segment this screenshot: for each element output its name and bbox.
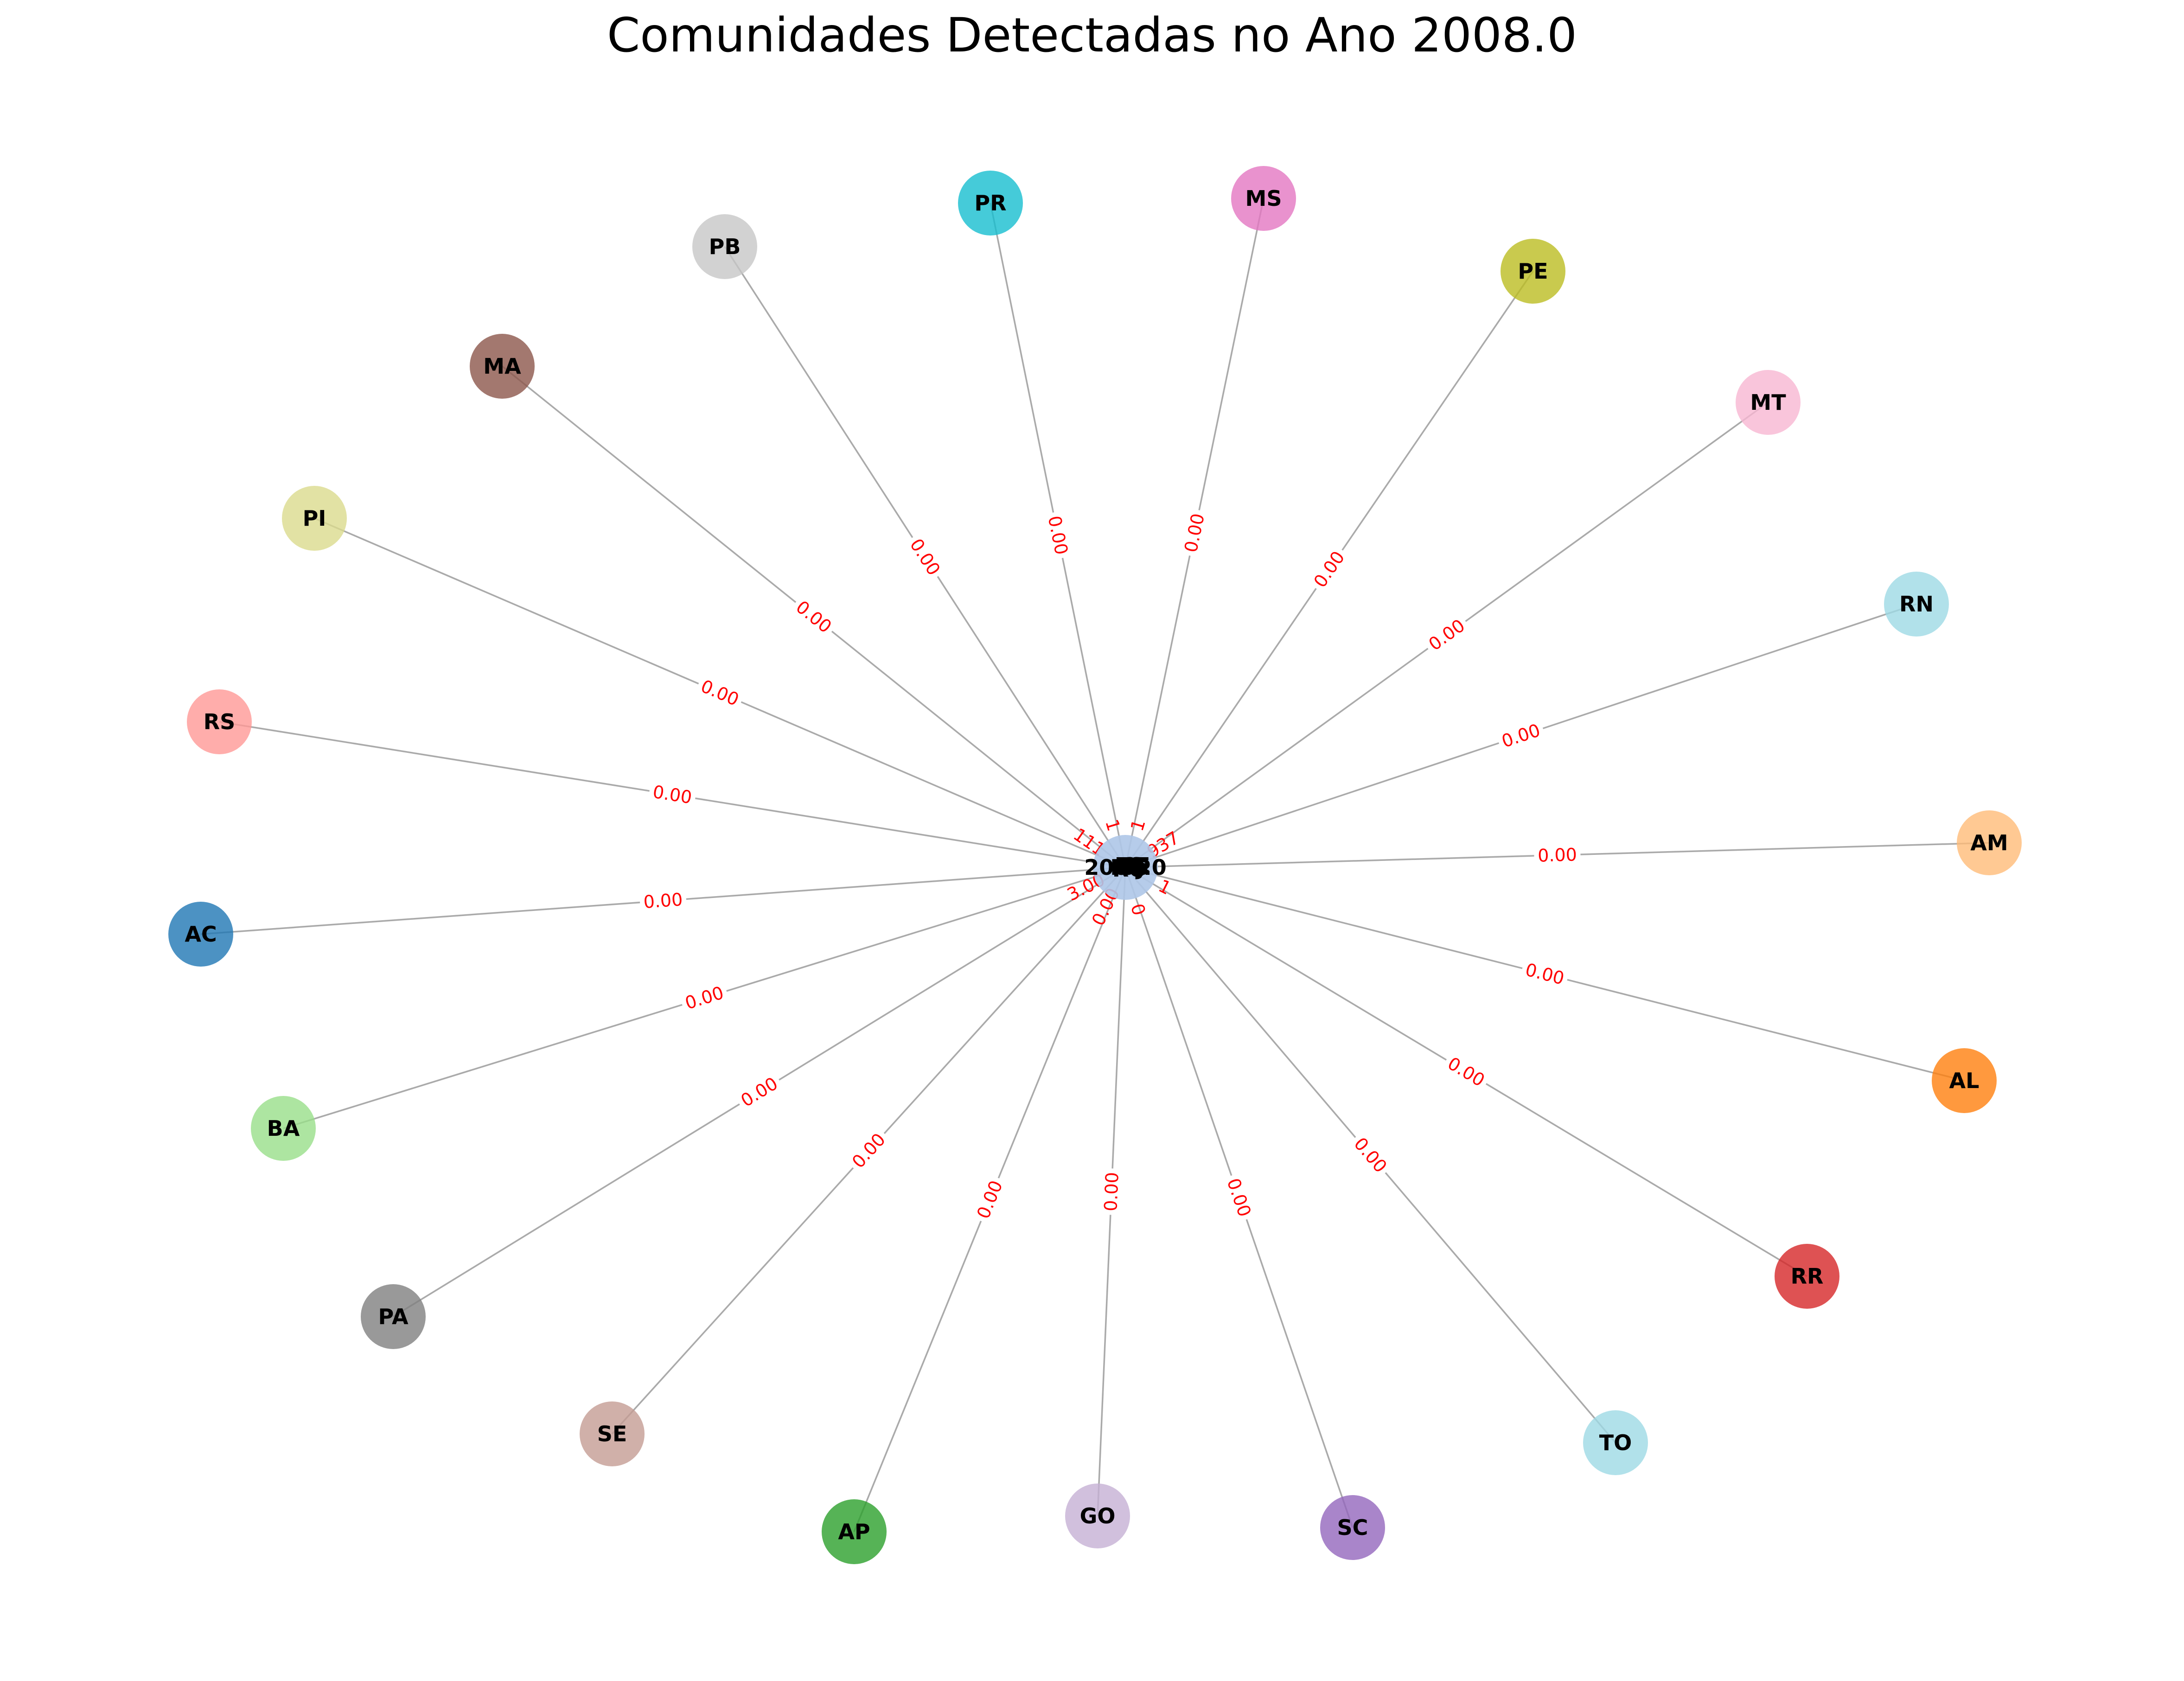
node-rr [1775,1244,1839,1309]
edge-weight-label: 0.00 [651,782,694,808]
edge-label-bg [679,980,730,1016]
edge-label-bg [1440,1050,1492,1094]
node-label-ma: MA [483,354,521,379]
node-label-sc: SC [1337,1515,1368,1540]
overlapping-node-label: DF [1116,853,1149,878]
chart-title: Comunidades Detectadas no Ano 2008.0 [607,8,1577,63]
edge-label-bg [903,531,947,583]
node-label-ms: MS [1245,186,1282,211]
edge-label-bg [647,780,697,809]
node-label-mt: MT [1750,390,1786,415]
edge-label-bg [1221,1172,1257,1223]
node-pa [361,1284,426,1349]
node-label-ba: BA [267,1116,300,1141]
edge-label-bg [1307,544,1352,595]
center-edge-label: 1 [1101,817,1124,834]
node-label-al: AL [1949,1068,1980,1093]
center-edge-label: 1 [1127,817,1149,834]
node-ap [822,1499,887,1564]
node-label-pi: PI [303,506,326,531]
edge-label-bg [734,1070,785,1114]
edge-label-bg [1533,843,1581,867]
edge-label-bg [845,1126,893,1176]
edge-weight-label: 0.00 [1538,844,1577,866]
overlapping-node-label: RO [1112,857,1147,882]
node-am [1957,810,2022,875]
node-ac [168,902,233,967]
node-rs [187,689,252,754]
edge-label-bg [1179,508,1210,558]
node-se [580,1401,645,1466]
node-to [1583,1410,1648,1475]
edge-weight-label: 0.00 [1523,959,1566,988]
node-ma [470,334,535,399]
node-pb [692,214,757,279]
node-label-pb: PB [709,234,741,259]
edge-label-bg [1347,1130,1394,1180]
node-label-to: TO [1599,1430,1632,1455]
node-label-rn: RN [1899,592,1934,617]
node-label-pe: PE [1518,259,1548,284]
node-pi [282,486,347,551]
node-label-se: SE [597,1421,627,1446]
edge-weight-label: 0.00 [643,889,683,912]
nodes-layer: PR MS PE MT RN AM AL RR TO SC GO AP SE PA BA AC RS PI MA PB [168,166,2022,1564]
node-label-rs: RS [204,709,236,734]
edge-weight-label: 0.00 [1044,514,1072,557]
edge-label-bg [1099,1168,1124,1216]
edge-label-bg [788,593,839,640]
overlapping-node-label: RJ [1120,855,1145,880]
node-go [1065,1484,1130,1548]
overlapping-node-label: ES [1115,853,1145,878]
node-label-center: 2008.0 [1084,855,1167,880]
node-mt [1736,370,1801,435]
edge-label-bg [971,1174,1009,1225]
center-edge-label: 0 [1127,901,1149,918]
edge-label-bg [639,888,687,914]
node-label-rr: RR [1791,1264,1824,1289]
node-label-ap: AP [838,1519,870,1544]
overlapping-node-label: CE [1120,853,1150,878]
node-sc [1320,1495,1385,1560]
node-ba [251,1096,316,1161]
node-label-pa: PA [378,1304,408,1329]
node-pr [958,171,1023,236]
node-label-am: AM [1970,830,2008,855]
node-label-go: GO [1080,1503,1116,1528]
node-label-ac: AC [185,922,217,947]
edge-weight-label: 0.00 [1181,512,1208,554]
edge-label-bg [1042,510,1073,560]
node-label-pr: PR [974,191,1006,216]
edge-label-bg [1495,718,1547,754]
overlapping-node-label: MG [1110,855,1149,880]
node-ms [1231,166,1296,231]
node-pe [1501,239,1565,304]
overlapping-node-label: SP [1120,855,1151,880]
edge-weight-label: 0.00 [1100,1172,1123,1211]
node-al [1932,1048,1997,1113]
edge-label-bg [1520,957,1570,991]
edge-label-bg [694,673,746,713]
node-rn [1884,572,1949,637]
edge-label-bg [1421,612,1472,658]
node-center-2008 [1093,835,1158,900]
